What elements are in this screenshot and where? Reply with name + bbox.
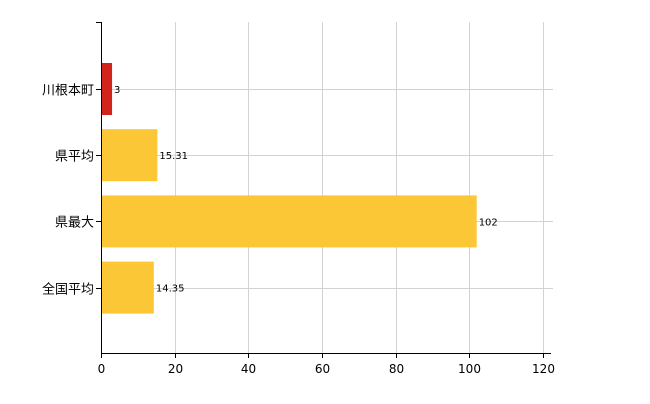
bar-layer bbox=[101, 63, 477, 314]
x-tick-label: 20 bbox=[168, 362, 183, 376]
bar bbox=[101, 129, 158, 182]
data-label: 15.31 bbox=[159, 151, 188, 162]
bar bbox=[101, 195, 477, 248]
category-label: 県最大 bbox=[55, 216, 94, 231]
data-label: 3 bbox=[114, 85, 120, 96]
x-tick-label: 60 bbox=[315, 362, 330, 376]
x-tick-label: 120 bbox=[532, 362, 555, 376]
bar bbox=[101, 63, 113, 115]
label-layer: 3 15.31 102 14.35 bbox=[114, 85, 498, 295]
x-tick-label: 0 bbox=[98, 362, 106, 376]
category-label: 川根本町 bbox=[42, 84, 94, 99]
x-tick-label: 100 bbox=[458, 362, 481, 376]
data-label: 102 bbox=[479, 217, 498, 228]
category-label: 全国平均 bbox=[42, 282, 94, 298]
x-tick-label: 80 bbox=[389, 362, 404, 376]
x-tick-label: 40 bbox=[241, 362, 256, 376]
category-label: 県平均 bbox=[55, 150, 94, 165]
bar bbox=[101, 261, 154, 314]
grid-layer bbox=[101, 22, 553, 353]
data-label: 14.35 bbox=[156, 284, 185, 295]
